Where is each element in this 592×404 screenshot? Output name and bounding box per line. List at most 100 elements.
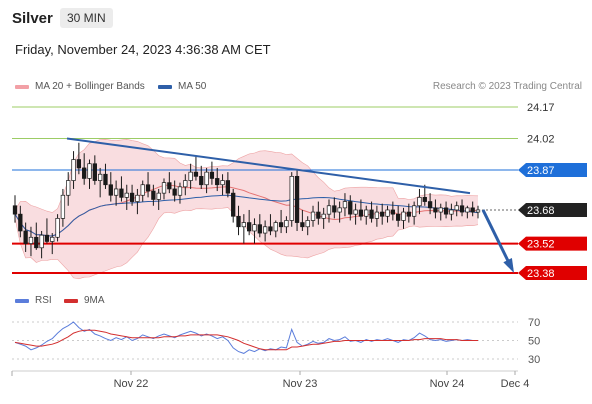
candle-body bbox=[332, 205, 337, 213]
level-tag-23.52 bbox=[518, 236, 587, 251]
candle-body bbox=[390, 209, 396, 215]
candle-body bbox=[209, 171, 215, 179]
candle-body bbox=[97, 173, 103, 181]
level-label-24.17: 24.17 bbox=[527, 102, 555, 114]
candle-body bbox=[60, 194, 66, 219]
candle-body bbox=[252, 224, 257, 232]
candle-body bbox=[380, 211, 385, 217]
candle-body bbox=[262, 226, 268, 234]
candle-body bbox=[167, 182, 172, 190]
forecast-arrow-shaft bbox=[481, 209, 514, 270]
candle-body bbox=[417, 197, 422, 207]
candle-body bbox=[119, 188, 124, 198]
candle-body bbox=[188, 171, 193, 181]
candle-body bbox=[337, 207, 342, 213]
candle-body bbox=[465, 207, 470, 213]
candle-body bbox=[342, 201, 348, 209]
candle-body bbox=[129, 192, 135, 202]
candle-body bbox=[66, 180, 71, 196]
x-tick-label: Nov 24 bbox=[430, 378, 465, 390]
candle-body bbox=[39, 234, 44, 249]
level-label-23.68: 23.68 bbox=[527, 205, 555, 217]
candle-body bbox=[353, 209, 358, 215]
candle-body bbox=[28, 236, 34, 244]
candle-body bbox=[87, 163, 92, 179]
candle-body bbox=[156, 192, 161, 200]
candle-body bbox=[358, 209, 364, 217]
candle-body bbox=[454, 205, 459, 211]
candle-body bbox=[427, 201, 433, 209]
x-tick-label: Nov 23 bbox=[283, 378, 318, 390]
candle-body bbox=[183, 180, 188, 188]
legend-bollinger: MA 20 + Bollinger Bands bbox=[15, 81, 145, 92]
candle-body bbox=[300, 222, 305, 228]
candle-body bbox=[82, 167, 87, 179]
candle-body bbox=[44, 234, 50, 242]
candle-body bbox=[145, 184, 151, 192]
candle-body bbox=[23, 230, 28, 244]
candle-body bbox=[231, 192, 236, 217]
candle-body bbox=[247, 222, 252, 232]
rsi-line bbox=[14, 321, 478, 354]
candle-body bbox=[348, 201, 353, 215]
legend-swatch-rsi bbox=[15, 298, 29, 303]
candle-body bbox=[225, 180, 231, 194]
candle-body bbox=[396, 213, 401, 221]
candle-body bbox=[55, 218, 60, 238]
candle-body bbox=[236, 215, 241, 228]
legend-label-rsi: RSI bbox=[35, 295, 52, 306]
forecast-arrow-head bbox=[503, 258, 514, 273]
report-datetime: Friday, November 24, 2023 4:36:38 AM CET bbox=[15, 42, 271, 57]
level-label-23.87: 23.87 bbox=[527, 165, 555, 177]
candle-body bbox=[268, 226, 273, 232]
rsi-9ma-line bbox=[14, 329, 478, 351]
candle-body bbox=[433, 207, 438, 213]
candle-body bbox=[172, 188, 177, 196]
candle-body bbox=[220, 180, 225, 186]
rsi-tick-30: 30 bbox=[528, 354, 540, 366]
candle-body bbox=[50, 236, 55, 242]
candle-body bbox=[411, 205, 417, 217]
candle-body bbox=[177, 186, 183, 196]
candle-body bbox=[108, 184, 113, 196]
candle-body bbox=[151, 190, 156, 200]
candle-body bbox=[124, 192, 129, 198]
candle-body bbox=[199, 175, 204, 186]
candle-body bbox=[103, 173, 108, 186]
candle-body bbox=[193, 171, 199, 177]
level-label-23.52: 23.52 bbox=[527, 239, 555, 251]
candle-body bbox=[278, 222, 284, 228]
legend-rsi: RSI bbox=[15, 295, 52, 306]
candle-body bbox=[204, 171, 209, 186]
candle-body bbox=[289, 175, 294, 221]
legend-label-9ma: 9MA bbox=[84, 295, 105, 306]
level-tag-23.68 bbox=[518, 202, 587, 217]
candle-body bbox=[326, 205, 332, 215]
level-tag-23.38 bbox=[518, 266, 587, 280]
candle-body bbox=[369, 209, 374, 219]
candle-body bbox=[257, 224, 262, 234]
level-label-23.38: 23.38 bbox=[527, 268, 555, 280]
candle-body bbox=[135, 194, 140, 202]
candle-body bbox=[215, 178, 220, 186]
candle-body bbox=[113, 188, 119, 196]
timeframe-badge[interactable]: 30 MIN bbox=[60, 8, 113, 28]
instrument-title: Silver bbox=[12, 10, 53, 27]
candle-body bbox=[305, 220, 310, 228]
legend-swatch-bollinger bbox=[15, 84, 29, 89]
candle-body bbox=[364, 209, 369, 217]
candle-body bbox=[294, 175, 300, 223]
legend-label-ma50: MA 50 bbox=[178, 81, 207, 92]
candle-body bbox=[475, 209, 481, 213]
candle-body bbox=[470, 207, 475, 213]
rsi-tick-50: 50 bbox=[528, 336, 540, 348]
ma50-line bbox=[14, 194, 479, 237]
candle-body bbox=[316, 211, 321, 219]
legend-swatch-9ma bbox=[64, 298, 78, 303]
bollinger-lower bbox=[14, 207, 479, 280]
candle-body bbox=[385, 209, 390, 217]
candle-body bbox=[92, 163, 97, 181]
descending-trendline bbox=[66, 137, 471, 195]
x-tick-label: Nov 22 bbox=[114, 378, 149, 390]
